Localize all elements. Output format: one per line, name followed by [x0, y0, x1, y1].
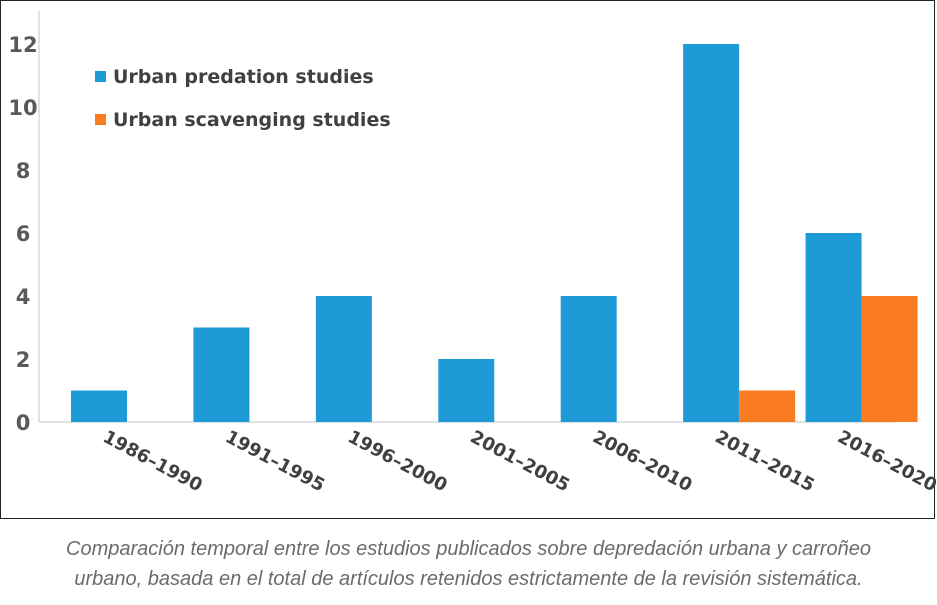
y-tick-label: 2	[16, 348, 31, 372]
predation-bar	[805, 233, 862, 422]
y-tick-label: 6	[16, 222, 31, 246]
legend-swatch	[95, 71, 106, 82]
chart-frame: 0 2 4 6 8 10 12 1986–1990 1991–1995 1996–2000 2001…	[0, 0, 936, 519]
scavenging-bar	[739, 390, 796, 422]
bar-chart: 0 2 4 6 8 10 12 1986–1990 1991–1995 1996–2000 2001…	[8, 11, 936, 496]
caption-line-1: Comparación temporal entre los estudios …	[66, 538, 871, 560]
x-tick-label: 2016–2020	[834, 426, 936, 496]
predation-bar	[193, 327, 250, 422]
caption-line-2: urbano, basada en el total de artículos …	[74, 568, 863, 590]
y-tick-label: 4	[16, 285, 31, 309]
predation-bar	[683, 44, 740, 422]
y-tick-label: 10	[8, 96, 37, 120]
x-tick-label: 1986–1990	[99, 426, 205, 496]
x-tick-label: 2006–2010	[589, 426, 695, 496]
legend-swatch	[95, 114, 106, 125]
legend-label: Urban predation studies	[113, 66, 374, 88]
x-tick-label: 2001–2005	[467, 426, 573, 496]
x-tick-label: 1991–1995	[222, 426, 328, 496]
x-tick-label: 1996–2000	[344, 426, 450, 496]
predation-bar	[71, 390, 127, 422]
predation-bar	[315, 296, 372, 422]
predation-bar	[438, 359, 495, 422]
y-tick-label: 0	[16, 411, 31, 435]
y-tick-label: 8	[16, 159, 31, 183]
y-tick-label: 12	[8, 33, 37, 57]
predation-bar	[560, 296, 617, 422]
scavenging-bar	[861, 296, 918, 422]
x-tick-label: 2011–2015	[712, 426, 818, 496]
legend-label: Urban scavenging studies	[113, 109, 391, 131]
figure-caption: Comparación temporal entre los estudios …	[0, 534, 937, 594]
